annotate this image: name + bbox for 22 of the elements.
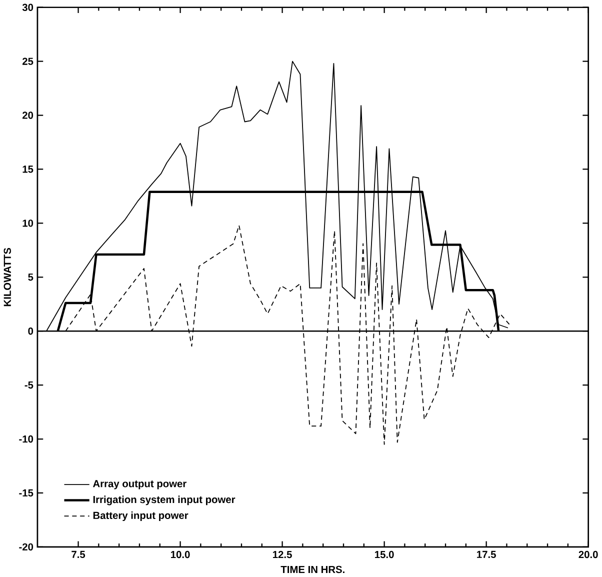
- legend-label: Irrigation system input power: [93, 496, 236, 506]
- x-tick-label: 12.5: [273, 550, 292, 558]
- x-tick-label: 20.0: [578, 550, 598, 558]
- y-tick-label: 0: [28, 328, 34, 335]
- x-tick-label: 10.0: [171, 550, 190, 558]
- legend-label: Array output power: [92, 480, 186, 490]
- legend-label: Battery input power: [93, 512, 188, 522]
- y-tick-label: 15: [22, 166, 34, 173]
- y-tick-label: 10: [22, 220, 34, 227]
- y-tick-label: 25: [22, 58, 34, 65]
- x-tick-label: 15.0: [375, 550, 394, 558]
- y-tick-label: -20: [19, 543, 34, 551]
- y-tick-label: 5: [28, 274, 34, 281]
- y-tick-label: -10: [19, 435, 34, 443]
- x-tick-label: 17.5: [477, 550, 496, 558]
- y-tick-label: -5: [24, 382, 34, 389]
- y-tick-label: 30: [22, 4, 34, 12]
- y-tick-label: 20: [22, 112, 34, 119]
- x-axis-title: TIME IN HRS.: [280, 566, 344, 574]
- y-tick-label: -15: [19, 489, 34, 497]
- y-axis-title: KILOWATTS: [4, 248, 11, 306]
- x-tick-label: 7.5: [72, 550, 86, 558]
